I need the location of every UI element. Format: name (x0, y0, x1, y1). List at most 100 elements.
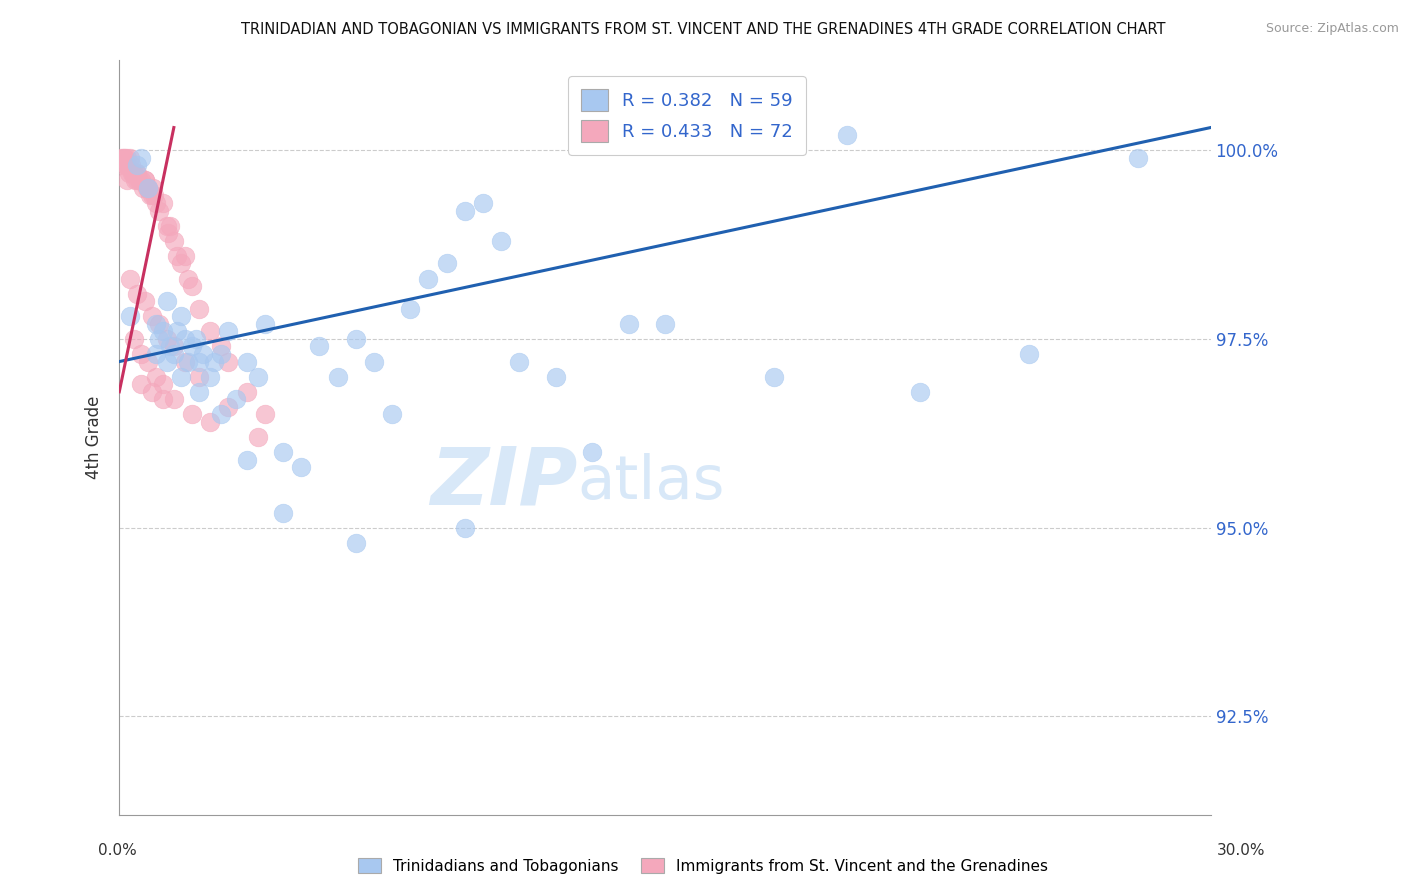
Point (166, 325, 188, 339)
Point (155, 219, 177, 233)
Point (152, 196, 174, 211)
Point (181, 339, 204, 353)
Point (163, 234, 186, 248)
Point (246, 430, 269, 444)
Point (418, 271, 440, 285)
Point (127, 286, 149, 301)
Point (142, 181, 165, 195)
Point (135, 181, 157, 195)
Point (271, 445, 294, 459)
Point (200, 415, 222, 429)
Point (363, 354, 385, 368)
Point (148, 317, 170, 331)
Point (152, 325, 174, 339)
Point (128, 173, 150, 187)
Point (152, 377, 174, 392)
Point (117, 158, 139, 172)
Point (173, 249, 195, 263)
Point (454, 521, 477, 535)
Point (436, 256, 458, 270)
Point (145, 317, 167, 331)
Point (141, 384, 163, 399)
Point (132, 181, 155, 195)
Point (157, 226, 180, 240)
Point (166, 249, 188, 263)
Point (454, 203, 477, 218)
Point (217, 354, 239, 368)
Point (253, 317, 276, 331)
Text: ZIP: ZIP (430, 443, 578, 522)
Text: TRINIDADIAN AND TOBAGONIAN VS IMMIGRANTS FROM ST. VINCENT AND THE GRENADINES 4TH: TRINIDADIAN AND TOBAGONIAN VS IMMIGRANTS… (240, 22, 1166, 37)
Point (111, 158, 134, 172)
Point (290, 460, 312, 475)
Point (155, 294, 177, 309)
Point (200, 325, 222, 339)
Point (209, 347, 232, 361)
Point (246, 369, 269, 384)
Point (138, 181, 160, 195)
Point (181, 408, 204, 422)
Point (188, 354, 211, 368)
Text: atlas: atlas (578, 453, 725, 512)
Point (117, 158, 139, 172)
Point (181, 279, 204, 293)
Point (145, 347, 167, 361)
Point (114, 151, 136, 165)
Point (115, 173, 138, 187)
Legend: Trinidadians and Tobagonians, Immigrants from St. Vincent and the Grenadines: Trinidadians and Tobagonians, Immigrants… (352, 852, 1054, 880)
Point (191, 347, 214, 361)
Point (120, 158, 142, 172)
Point (145, 196, 167, 211)
Point (134, 173, 156, 187)
Point (136, 181, 159, 195)
Point (124, 166, 146, 180)
Text: Source: ZipAtlas.com: Source: ZipAtlas.com (1265, 22, 1399, 36)
Point (170, 369, 193, 384)
Point (399, 301, 422, 316)
Point (121, 166, 143, 180)
Point (617, 317, 640, 331)
Point (120, 151, 142, 165)
Point (145, 369, 167, 384)
Text: 30.0%: 30.0% (1218, 843, 1265, 858)
Point (122, 166, 145, 180)
Point (129, 347, 152, 361)
Point (134, 294, 156, 309)
Point (654, 317, 676, 331)
Point (235, 354, 257, 368)
Point (225, 392, 247, 407)
Point (326, 369, 349, 384)
Point (173, 332, 195, 346)
Point (544, 369, 567, 384)
Point (200, 369, 222, 384)
Point (138, 181, 160, 195)
Point (188, 301, 211, 316)
Point (381, 408, 404, 422)
Point (159, 219, 181, 233)
Point (177, 271, 200, 285)
Point (139, 188, 162, 202)
Point (112, 151, 135, 165)
Point (141, 188, 163, 202)
Point (127, 173, 149, 187)
Point (835, 128, 858, 142)
Point (122, 332, 145, 346)
Point (110, 151, 132, 165)
Point (170, 256, 193, 270)
Point (308, 339, 330, 353)
Point (129, 151, 152, 165)
Point (1018, 347, 1040, 361)
Point (148, 203, 170, 218)
Y-axis label: 4th Grade: 4th Grade (86, 395, 103, 479)
Point (163, 339, 186, 353)
Point (209, 339, 232, 353)
Point (155, 354, 177, 368)
Point (217, 400, 239, 414)
Point (114, 158, 136, 172)
Point (271, 506, 294, 520)
Point (118, 166, 141, 180)
Point (163, 392, 186, 407)
Point (155, 332, 177, 346)
Point (122, 166, 145, 180)
Point (344, 332, 367, 346)
